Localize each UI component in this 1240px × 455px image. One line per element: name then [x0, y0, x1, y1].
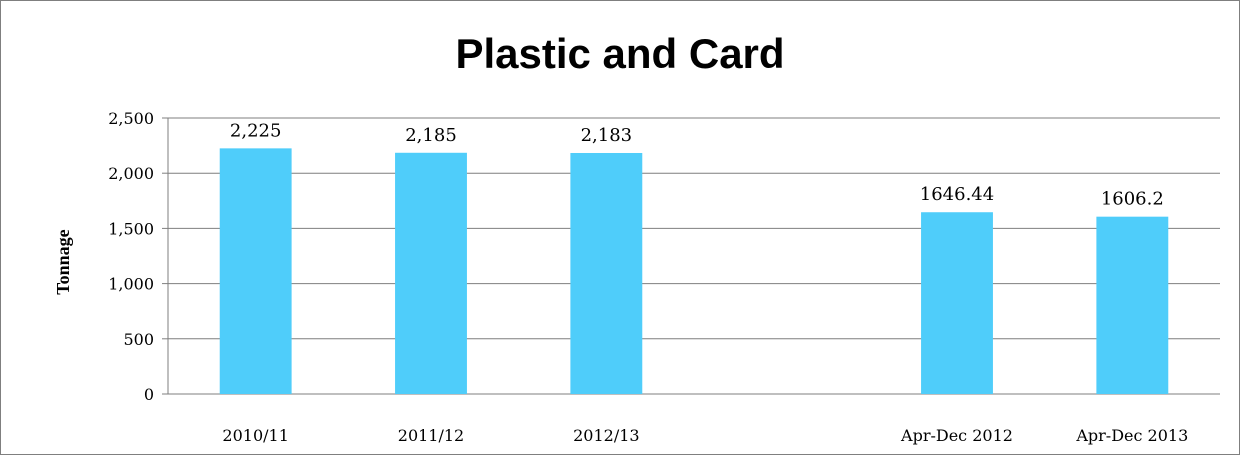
- data-label: 2,185: [405, 125, 457, 146]
- y-tick-label: 0: [144, 385, 154, 404]
- y-tick-labels: 0 500 1,000 1,500 2,000 2,500: [108, 109, 154, 404]
- gridlines: [162, 117, 1220, 395]
- data-label: 2,183: [581, 125, 633, 146]
- data-labels: 2,225 2,185 2,183 1646.44 1606.2: [230, 120, 1164, 209]
- bar: [921, 212, 993, 394]
- y-axis-label: Tonnage: [53, 229, 73, 294]
- x-tick-label: Apr-Dec 2013: [1075, 426, 1188, 445]
- x-tick-labels: 2010/11 2011/12 2012/13 Apr-Dec 2012 Apr-Dec…: [222, 426, 1188, 445]
- bar: [219, 148, 292, 394]
- bar: [395, 152, 467, 394]
- y-tick-label: 1,500: [108, 219, 154, 238]
- y-tick-label: 500: [123, 330, 154, 349]
- bar: [1096, 216, 1169, 394]
- x-tick-label: 2011/12: [398, 426, 464, 445]
- chart-title: Plastic and Card: [455, 30, 785, 77]
- data-label: 1606.2: [1101, 189, 1164, 210]
- bars: [219, 148, 1169, 394]
- y-tick-label: 1,000: [108, 275, 154, 294]
- y-tick-label: 2,500: [108, 109, 154, 128]
- x-tick-label: 2012/13: [573, 426, 639, 445]
- data-label: 2,225: [230, 120, 282, 141]
- x-tick-label: Apr-Dec 2012: [900, 426, 1013, 445]
- bar: [570, 152, 643, 394]
- data-label: 1646.44: [920, 184, 994, 205]
- x-tick-label: 2010/11: [222, 426, 288, 445]
- y-tick-label: 2,000: [108, 164, 154, 183]
